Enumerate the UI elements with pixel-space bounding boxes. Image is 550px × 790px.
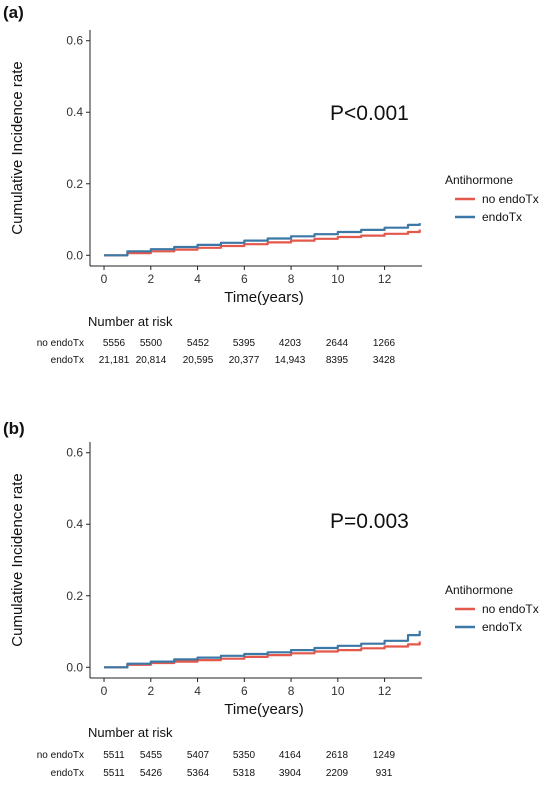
panel-label: (b) <box>3 419 25 438</box>
risk-table-title: Number at risk <box>88 725 173 740</box>
x-tick-label: 2 <box>147 272 154 286</box>
risk-count: 20,814 <box>136 355 167 366</box>
series-line-endotx <box>104 223 421 257</box>
x-tick-label: 0 <box>101 272 108 286</box>
risk-count: 5395 <box>233 338 256 349</box>
risk-count: 5556 <box>103 338 126 349</box>
risk-count: 4203 <box>279 338 302 349</box>
chart-panel-a: (a) 0.0 0.2 0.4 0.6 0 2 4 6 8 10 12 Cumulative Incid… <box>3 3 539 366</box>
risk-count: 5511 <box>103 750 125 761</box>
risk-count: 5350 <box>233 750 256 761</box>
y-axis-title: Cumulative Incidence rate <box>9 61 26 234</box>
risk-count: 5426 <box>140 768 163 779</box>
risk-count: 5511 <box>103 768 125 779</box>
risk-count: 5364 <box>187 768 210 779</box>
x-tick-label: 4 <box>194 684 201 698</box>
x-axis-title: Time(years) <box>224 701 303 718</box>
legend-entry: endoTx <box>482 210 522 224</box>
legend-title: Antihormone <box>445 583 513 597</box>
risk-count: 20,377 <box>229 355 260 366</box>
y-tick-label: 0.2 <box>66 589 83 603</box>
risk-count: 2618 <box>326 750 349 761</box>
risk-count: 5407 <box>187 750 210 761</box>
x-tick-label: 0 <box>101 684 108 698</box>
x-tick-label: 6 <box>241 684 248 698</box>
risk-row-label: endoTx <box>51 768 84 779</box>
y-tick-label: 0.4 <box>66 105 83 119</box>
risk-row-label: endoTx <box>51 355 84 366</box>
risk-count: 20,595 <box>183 355 214 366</box>
risk-count: 3904 <box>279 768 302 779</box>
y-tick-label: 0.6 <box>66 34 83 48</box>
y-tick-label: 0.0 <box>66 248 83 262</box>
x-tick-label: 8 <box>288 684 295 698</box>
legend-entry: endoTx <box>482 620 522 634</box>
risk-count: 5452 <box>187 338 210 349</box>
series-line-endotx <box>104 630 421 669</box>
y-tick-label: 0.6 <box>66 446 83 460</box>
legend-entry: no endoTx <box>482 192 539 206</box>
risk-count: 2644 <box>326 338 349 349</box>
series-line-no-endotx <box>104 229 421 257</box>
y-tick-label: 0.4 <box>66 517 83 531</box>
risk-count: 5318 <box>233 768 256 779</box>
x-tick-label: 2 <box>147 684 154 698</box>
legend-entry: no endoTx <box>482 602 539 616</box>
x-tick-label: 10 <box>331 684 345 698</box>
panel-label: (a) <box>3 3 24 22</box>
risk-count: 2209 <box>326 768 349 779</box>
risk-count: 8395 <box>326 355 349 366</box>
risk-table-title: Number at risk <box>88 314 173 329</box>
risk-row-label: no endoTx <box>37 338 84 349</box>
x-tick-label: 6 <box>241 272 248 286</box>
risk-count: 1249 <box>373 750 396 761</box>
risk-count: 1266 <box>373 338 396 349</box>
y-axis-title: Cumulative Incidence rate <box>9 473 26 646</box>
risk-count: 5500 <box>140 338 163 349</box>
risk-count: 931 <box>376 768 393 779</box>
risk-row-label: no endoTx <box>37 750 84 761</box>
risk-count: 21,181 <box>99 355 130 366</box>
risk-count: 4164 <box>279 750 302 761</box>
legend-title: Antihormone <box>445 173 513 187</box>
x-tick-label: 8 <box>288 272 295 286</box>
risk-count: 14,943 <box>275 355 306 366</box>
chart-panel-b: (b) 0.0 0.2 0.4 0.6 0 2 4 6 8 10 12 Cumulative Incid… <box>3 419 539 779</box>
x-axis-title: Time(years) <box>224 289 303 306</box>
risk-count: 5455 <box>140 750 163 761</box>
p-value-annotation: P<0.001 <box>330 102 409 125</box>
risk-count: 3428 <box>373 355 396 366</box>
x-tick-label: 10 <box>331 272 345 286</box>
y-tick-label: 0.0 <box>66 660 83 674</box>
x-tick-label: 4 <box>194 272 201 286</box>
x-tick-label: 12 <box>378 684 392 698</box>
p-value-annotation: P=0.003 <box>330 510 409 533</box>
x-tick-label: 12 <box>378 272 392 286</box>
y-tick-label: 0.2 <box>66 177 83 191</box>
